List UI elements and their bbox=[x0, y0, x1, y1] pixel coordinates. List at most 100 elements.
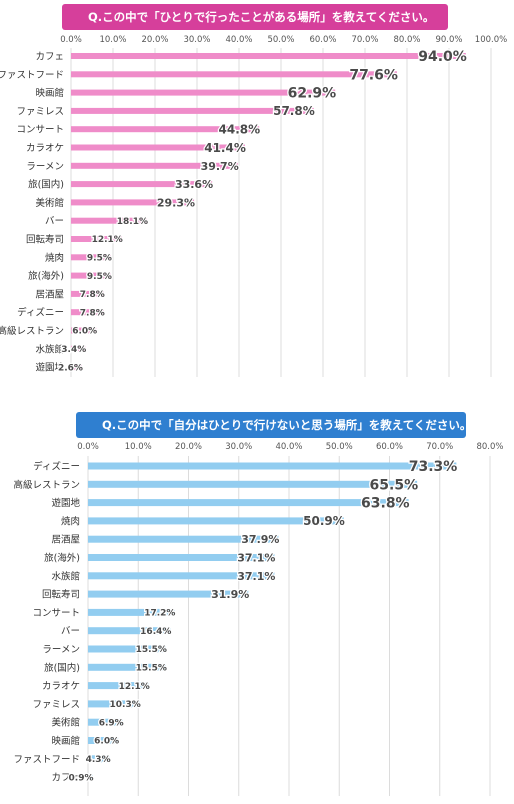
data-label: 12.1% bbox=[119, 682, 150, 692]
bar bbox=[71, 236, 122, 242]
x-tick-label: 0.0% bbox=[60, 35, 82, 45]
x-tick-label: 100.0% bbox=[475, 35, 507, 45]
chart-1-place-visited-alone: 0.0% 10.0% 20.0% 30.0% 40.0% 50.0% 60.0% 70.0% 8… bbox=[0, 35, 507, 377]
chart-2-place-cannot-go-alone: 0.0% 10.0% 20.0% 30.0% 40.0% 50.0% 60.0% 70.0% 8… bbox=[13, 442, 504, 796]
x-tick-label: 30.0% bbox=[183, 35, 210, 45]
bar bbox=[88, 590, 249, 598]
bar bbox=[88, 737, 119, 744]
bar bbox=[71, 290, 104, 297]
category-label: 焼肉 bbox=[45, 252, 64, 264]
data-label: 31.9% bbox=[211, 588, 249, 601]
bar bbox=[88, 627, 171, 635]
bar bbox=[88, 462, 457, 470]
category-label: カラオケ bbox=[42, 681, 80, 692]
category-label: 遊園地 bbox=[35, 362, 64, 374]
data-label: 9.5% bbox=[87, 254, 112, 264]
category-label: 焼肉 bbox=[61, 515, 80, 527]
category-label: ディズニー bbox=[17, 307, 64, 319]
category-label: ファストフード bbox=[13, 754, 80, 765]
data-label: 50.9% bbox=[303, 514, 345, 528]
data-label: 6.0% bbox=[94, 737, 119, 747]
bar bbox=[71, 181, 213, 188]
data-label: 6.9% bbox=[99, 718, 124, 728]
category-label: ファミレス bbox=[32, 699, 80, 710]
bar bbox=[88, 682, 149, 690]
bar bbox=[71, 345, 86, 352]
category-label: コンサート bbox=[16, 125, 64, 136]
bar bbox=[88, 755, 110, 763]
data-label: 29.3% bbox=[157, 196, 195, 209]
data-label: 15.5% bbox=[136, 664, 167, 674]
bar bbox=[71, 364, 82, 371]
category-label: バー bbox=[45, 216, 64, 227]
bar bbox=[71, 107, 314, 114]
data-label: 37.1% bbox=[237, 551, 275, 564]
x-tick-label: 10.0% bbox=[125, 442, 152, 452]
category-label: カフェ bbox=[35, 52, 64, 63]
x-tick-label: 30.0% bbox=[225, 442, 252, 452]
bar bbox=[71, 254, 111, 261]
x-tick-label: 20.0% bbox=[175, 442, 202, 452]
data-label: 3.4% bbox=[61, 345, 86, 355]
category-label: 映画館 bbox=[51, 735, 80, 747]
x-tick-label: 80.0% bbox=[476, 442, 503, 452]
bar bbox=[71, 162, 238, 169]
category-label: 遊園地 bbox=[51, 497, 80, 509]
category-label: 旅(海外) bbox=[44, 552, 80, 564]
category-label: 美術館 bbox=[35, 197, 64, 209]
x-tick-label: 50.0% bbox=[267, 35, 294, 45]
chart-1-title: Q.この中で「ひとりで行ったことがある場所」を教えてください。 bbox=[62, 4, 448, 30]
data-label: 9.5% bbox=[87, 272, 112, 282]
data-label: 17.2% bbox=[144, 609, 175, 619]
chart-2-title: Q.この中で「自分はひとりで行けないと思う場所」を教えてください。 bbox=[76, 412, 466, 438]
category-label: ディズニー bbox=[33, 461, 80, 473]
data-label: 10.3% bbox=[110, 700, 141, 710]
category-label: 居酒屋 bbox=[51, 535, 80, 546]
x-tick-label: 40.0% bbox=[275, 442, 302, 452]
data-label: 37.1% bbox=[237, 570, 275, 583]
x-tick-label: 60.0% bbox=[376, 442, 403, 452]
category-label: カフェ bbox=[51, 773, 80, 784]
category-label: 回転寿司 bbox=[42, 589, 80, 601]
data-label: 41.4% bbox=[204, 141, 246, 155]
category-label: 美術館 bbox=[51, 717, 80, 729]
category-label: 映画館 bbox=[35, 87, 64, 99]
bar bbox=[88, 517, 344, 525]
data-label: 63.8% bbox=[361, 496, 410, 512]
category-label: コンサート bbox=[32, 608, 80, 619]
bar bbox=[71, 199, 195, 206]
category-label: バー bbox=[61, 626, 80, 637]
category-label: 旅(海外) bbox=[28, 270, 64, 282]
data-label: 77.6% bbox=[349, 67, 398, 83]
data-label: 94.0% bbox=[418, 49, 467, 65]
category-label: 旅(国内) bbox=[28, 179, 64, 191]
data-label: 37.9% bbox=[241, 533, 279, 546]
data-label: 44.8% bbox=[219, 123, 261, 137]
data-label: 57.8% bbox=[273, 104, 315, 118]
x-tick-label: 40.0% bbox=[225, 35, 252, 45]
bar bbox=[88, 535, 279, 543]
bar bbox=[71, 272, 111, 279]
category-label: 旅(国内) bbox=[44, 662, 80, 674]
category-label: 居酒屋 bbox=[35, 289, 64, 300]
data-label: 39.7% bbox=[201, 160, 239, 173]
category-label: ラーメン bbox=[26, 161, 64, 172]
data-label: 33.6% bbox=[175, 178, 213, 191]
data-label: 15.5% bbox=[136, 645, 167, 655]
x-tick-label: 0.0% bbox=[77, 442, 99, 452]
data-label: 12.1% bbox=[92, 235, 123, 245]
data-label: 7.8% bbox=[80, 308, 105, 318]
bar bbox=[88, 572, 275, 580]
bar bbox=[71, 89, 336, 96]
category-label: ファストフード bbox=[0, 70, 64, 81]
x-tick-label: 80.0% bbox=[393, 35, 420, 45]
bar bbox=[88, 645, 166, 653]
bar bbox=[71, 327, 97, 334]
bar bbox=[88, 608, 175, 616]
bar bbox=[71, 71, 397, 78]
data-label: 4.3% bbox=[86, 755, 111, 765]
data-label: 65.5% bbox=[370, 477, 419, 493]
data-label: 0.9% bbox=[69, 773, 94, 783]
data-label: 62.9% bbox=[288, 86, 337, 102]
bar bbox=[88, 480, 418, 488]
